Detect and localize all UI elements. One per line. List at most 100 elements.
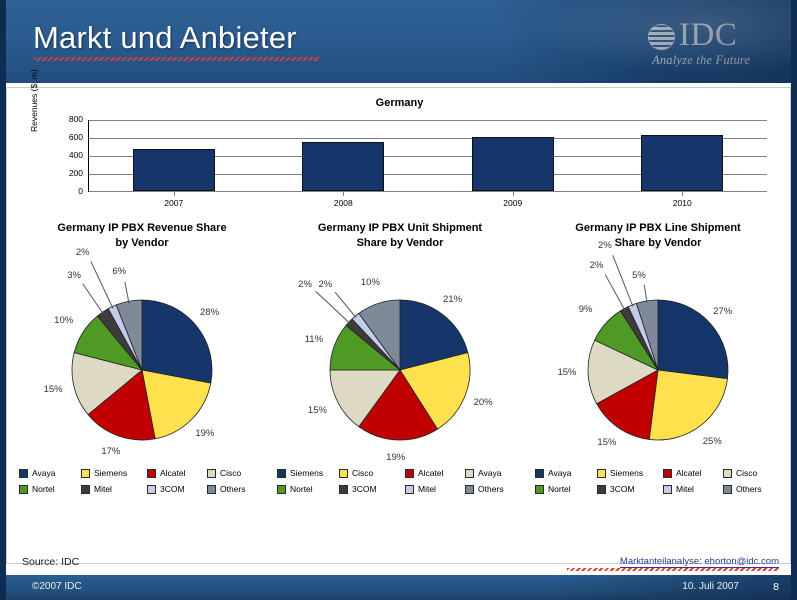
legend-row: Nortel Mitel 3COM Others <box>19 484 269 494</box>
pie-slice-cisco <box>587 339 659 405</box>
bar-chart-x-axis <box>89 191 767 192</box>
legend-label: Mitel <box>676 484 694 494</box>
left-edge-border <box>0 0 6 600</box>
bar-chart-gridline <box>89 119 767 121</box>
legend-swatch-icon <box>339 484 348 494</box>
bar-chart-plot-area: 2007 2008 2009 2010 <box>88 119 767 208</box>
pie-label-others: 6% <box>112 266 127 278</box>
legend-row: Avaya Siemens Alcatel Cisco <box>19 468 269 478</box>
pie-label-mitel: 2% <box>318 278 333 290</box>
legend-item-3com: 3COM <box>339 484 405 494</box>
pie-label-alcatel: 15% <box>597 436 617 448</box>
panel-title-line-shipment: Germany IP PBX Line Shipment Share by Ve… <box>527 221 789 251</box>
legend-label: Others <box>220 484 246 494</box>
legend-item-others: Others <box>723 484 779 494</box>
legend-item-nortel: Nortel <box>277 484 339 494</box>
pie-label-mitel: 3% <box>67 270 81 282</box>
legend-swatch-icon <box>597 468 606 478</box>
legend-label: Mitel <box>94 484 112 494</box>
legend-swatch-icon <box>19 484 28 494</box>
pie-slice-alcatel <box>596 369 659 440</box>
copyright-text: ©2007 IDC <box>32 581 82 592</box>
pie-chart-unit-shipment-share: 21% 20% 19% 15% 11% 2% 2% 10% <box>298 277 492 463</box>
pie-label-nortel: 10% <box>54 315 74 327</box>
slide-number: 8 <box>773 581 779 593</box>
pie-label-others: 10% <box>360 277 380 289</box>
legend-item-avaya: Avaya <box>19 468 81 478</box>
pie-label-siemens: 19% <box>195 428 215 440</box>
panel-title-line2: by Vendor <box>115 237 169 249</box>
legend-item-3com: 3COM <box>597 484 663 494</box>
pie-slice-avaya <box>657 299 729 380</box>
legend-swatch-icon <box>405 484 414 494</box>
legend-item-siemens: Siemens <box>597 468 663 478</box>
legend-label: Siemens <box>290 468 324 478</box>
contact-email-link[interactable]: Marktanteilanalyse: ehorton@idc.com <box>619 556 779 568</box>
right-edge-border <box>791 0 797 600</box>
pie-label-3com: 2% <box>75 246 90 258</box>
legend-item-nortel: Nortel <box>19 484 81 494</box>
idc-logo-text: IDC <box>679 17 738 53</box>
legend-swatch-icon <box>597 484 606 494</box>
bar-chart-y-tick-label: 800 <box>68 114 83 124</box>
panel-title-line2: Share by Vendor <box>356 237 444 249</box>
pie-label-alcatel: 19% <box>386 452 406 464</box>
legend-unit-shipment-share: Siemens Cisco Alcatel Avaya Nortel 3COM Mitel O… <box>277 468 527 500</box>
legend-item-mitel: Mitel <box>81 484 147 494</box>
pie-slice-cisco <box>399 352 471 430</box>
page-title: Markt und Anbieter <box>33 20 297 55</box>
legend-label: 3COM <box>610 484 635 494</box>
legend-item-avaya: Avaya <box>535 468 597 478</box>
legend-swatch-icon <box>147 484 156 494</box>
legend-row: Nortel 3COM Mitel Others <box>277 484 527 494</box>
legend-row: Avaya Siemens Alcatel Cisco <box>535 468 785 478</box>
bar-chart-x-tickmark <box>173 192 175 196</box>
legend-item-others: Others <box>465 484 521 494</box>
legend-swatch-icon <box>339 468 348 478</box>
pie-slice-others <box>358 299 401 372</box>
legend-label: Cisco <box>352 468 374 478</box>
bar-2010 <box>641 134 724 191</box>
legend-swatch-icon <box>277 468 286 478</box>
bar-chart-title: Germany <box>375 97 424 109</box>
pie-label-mitel: 2% <box>589 259 604 271</box>
legend-swatch-icon <box>207 484 216 494</box>
content-frame: Germany Revenues ($, m) 0 200 400 600 800 20… <box>6 69 791 564</box>
bar-2008 <box>302 141 385 191</box>
pie-label-siemens: 25% <box>702 435 722 447</box>
bar-2007 <box>132 148 215 191</box>
legend-swatch-icon <box>147 468 156 478</box>
legend-swatch-icon <box>723 484 732 494</box>
legend-swatch-icon <box>535 484 544 494</box>
legend-item-others: Others <box>207 484 263 494</box>
pie-label-avaya: 27% <box>713 305 733 317</box>
legend-label: Nortel <box>32 484 55 494</box>
legend-item-alcatel: Alcatel <box>147 468 207 478</box>
legend-label: Others <box>478 484 504 494</box>
pie-label-alcatel: 17% <box>101 446 121 458</box>
idc-logo-tagline: Analyze the Future <box>652 53 751 67</box>
pie-slice-siemens <box>648 369 728 441</box>
legend-line-shipment-share: Avaya Siemens Alcatel Cisco Nortel 3COM Mitel O… <box>535 468 785 500</box>
legend-item-siemens: Siemens <box>277 468 339 478</box>
legend-item-alcatel: Alcatel <box>405 468 465 478</box>
panel-title-unit-shipment: Germany IP PBX Unit Shipment Share by Ve… <box>269 221 531 251</box>
legend-label: Alcatel <box>676 468 702 478</box>
panel-title-line2: Share by Vendor <box>614 237 702 249</box>
bar-chart-gridline <box>89 137 767 139</box>
legend-swatch-icon <box>663 484 672 494</box>
legend-swatch-icon <box>81 468 90 478</box>
pie-slice-siemens <box>399 299 469 371</box>
spellcheck-underline <box>34 57 319 61</box>
legend-item-siemens: Siemens <box>81 468 147 478</box>
pie-chart-line-shipment-share: 27% 25% 15% 15% 9% 2% 2% 5% <box>557 240 739 451</box>
pie-label-cisco: 20% <box>473 397 493 409</box>
legend-label: Cisco <box>736 468 758 478</box>
legend-swatch-icon <box>81 484 90 494</box>
bar-chart-x-tickmark <box>512 192 514 196</box>
bar-chart-x-tick-label: 2009 <box>503 198 523 208</box>
legend-label: Avaya <box>478 468 502 478</box>
pie-label-3com: 2% <box>298 278 312 290</box>
bar-chart-y-tick-label: 200 <box>68 168 83 178</box>
legend-label: Others <box>736 484 762 494</box>
